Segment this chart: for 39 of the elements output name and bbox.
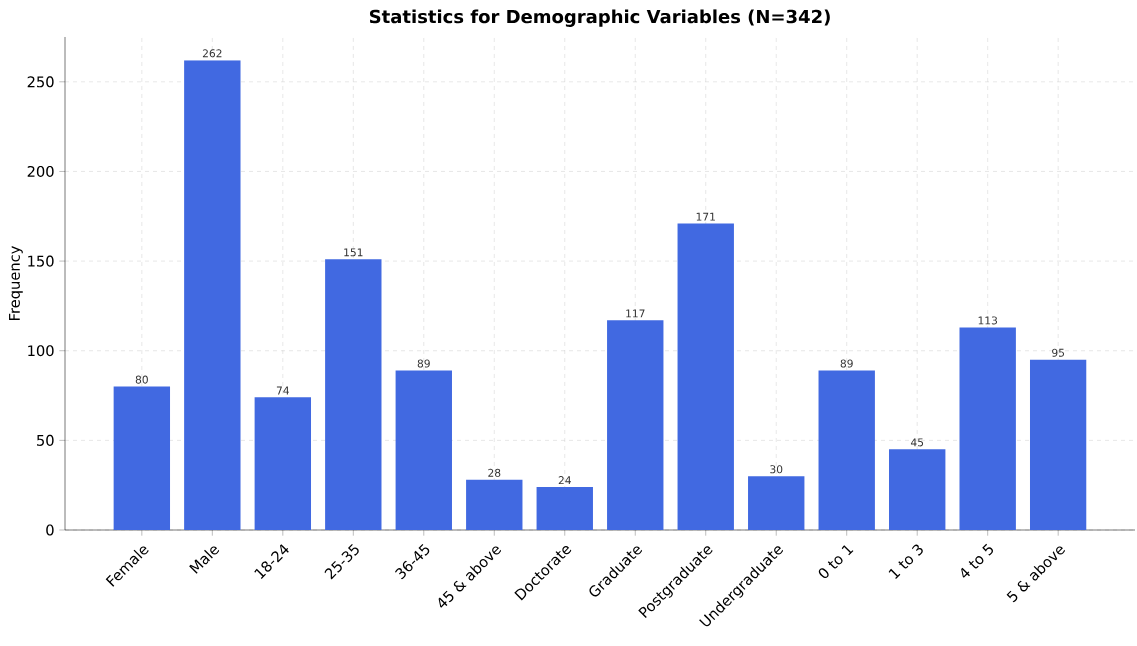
bar bbox=[748, 476, 805, 530]
bar bbox=[536, 486, 593, 530]
x-tick-label: 0 to 1 bbox=[818, 545, 854, 579]
data-label: 151 bbox=[344, 248, 363, 257]
bar bbox=[889, 449, 946, 530]
data-label: 74 bbox=[276, 386, 289, 395]
data-label: 117 bbox=[626, 309, 645, 318]
bar bbox=[607, 320, 664, 530]
y-axis-title: Frequency bbox=[9, 246, 23, 320]
y-tick-label: 200 bbox=[27, 165, 54, 177]
bar bbox=[1029, 359, 1087, 530]
bar bbox=[325, 259, 382, 530]
bar bbox=[184, 60, 241, 530]
data-label: 30 bbox=[770, 465, 783, 474]
data-label: 28 bbox=[488, 468, 501, 477]
y-tick-label: 150 bbox=[28, 255, 54, 267]
bar bbox=[677, 223, 734, 530]
y-tick-label: 100 bbox=[28, 345, 54, 357]
data-label: 80 bbox=[135, 375, 148, 384]
bar bbox=[466, 479, 523, 530]
chart-title: Statistics for Demographic Variables (N=342) bbox=[369, 9, 830, 27]
data-label: 95 bbox=[1052, 348, 1065, 357]
bar bbox=[959, 327, 1016, 530]
data-label: 45 bbox=[910, 438, 924, 447]
bar bbox=[254, 397, 312, 530]
data-label: 171 bbox=[696, 212, 715, 221]
y-tick-label: 250 bbox=[27, 76, 54, 88]
x-tick-label: 1 to 3 bbox=[888, 544, 923, 579]
data-label: 89 bbox=[840, 359, 853, 368]
bar bbox=[818, 370, 875, 530]
data-label: 113 bbox=[978, 316, 998, 325]
data-label: 262 bbox=[202, 49, 222, 58]
y-tick-label: 50 bbox=[37, 434, 54, 446]
x-tick-label: 4 to 5 bbox=[961, 543, 994, 578]
bar bbox=[113, 386, 171, 530]
y-tick-label: 0 bbox=[46, 524, 54, 536]
data-label: 24 bbox=[558, 476, 571, 485]
bar bbox=[395, 370, 452, 530]
data-label: 89 bbox=[417, 359, 430, 368]
